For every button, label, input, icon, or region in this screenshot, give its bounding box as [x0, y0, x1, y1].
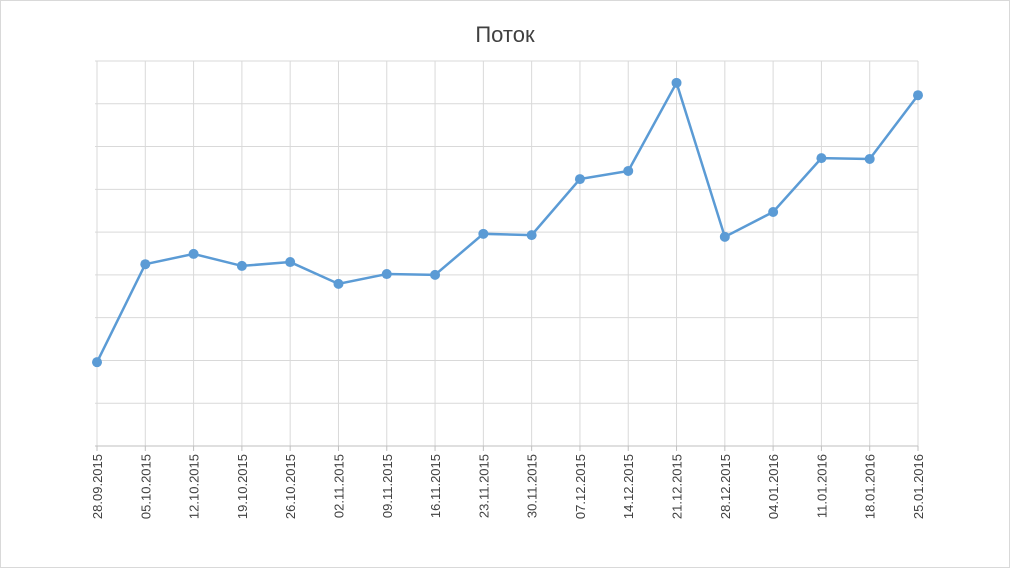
x-tick-label: 07.12.2015 [573, 454, 588, 519]
x-tick-label: 18.01.2016 [863, 454, 878, 519]
x-tick-label: 14.12.2015 [621, 454, 636, 519]
marker [719, 231, 730, 242]
x-tick-label: 23.11.2015 [476, 454, 491, 518]
x-tick-label: 25.01.2016 [911, 454, 926, 519]
marker [430, 269, 441, 280]
x-tick-label: 11.01.2016 [814, 454, 829, 518]
x-tick-label: 16.11.2015 [428, 454, 443, 518]
x-tick-label: 28.09.2015 [90, 454, 105, 519]
x-tick-label: 12.10.2015 [187, 454, 202, 519]
marker [768, 207, 779, 218]
x-tick-label: 28.12.2015 [718, 454, 733, 519]
marker [140, 259, 151, 270]
marker [526, 230, 537, 241]
x-tick-label: 21.12.2015 [670, 454, 685, 519]
marker [671, 77, 682, 88]
x-tick-label: 26.10.2015 [283, 454, 298, 519]
marker [623, 165, 634, 176]
marker [816, 153, 827, 164]
x-tick-label: 30.11.2015 [525, 454, 540, 518]
x-tick-label: 02.11.2015 [331, 454, 346, 518]
marker [92, 357, 102, 368]
marker [333, 278, 344, 289]
marker [574, 174, 585, 185]
chart-title: Поток [475, 22, 535, 47]
x-tick-label: 09.11.2015 [380, 454, 395, 518]
x-tick-label: 05.10.2015 [138, 454, 153, 519]
x-tick-label: 19.10.2015 [235, 454, 250, 519]
marker [913, 90, 923, 101]
x-tick-label: 04.01.2016 [766, 454, 781, 519]
marker [864, 153, 875, 164]
marker [236, 260, 247, 271]
marker [381, 269, 392, 280]
marker [285, 257, 296, 268]
marker [478, 228, 489, 239]
marker [188, 248, 199, 259]
series-line [95, 79, 919, 363]
